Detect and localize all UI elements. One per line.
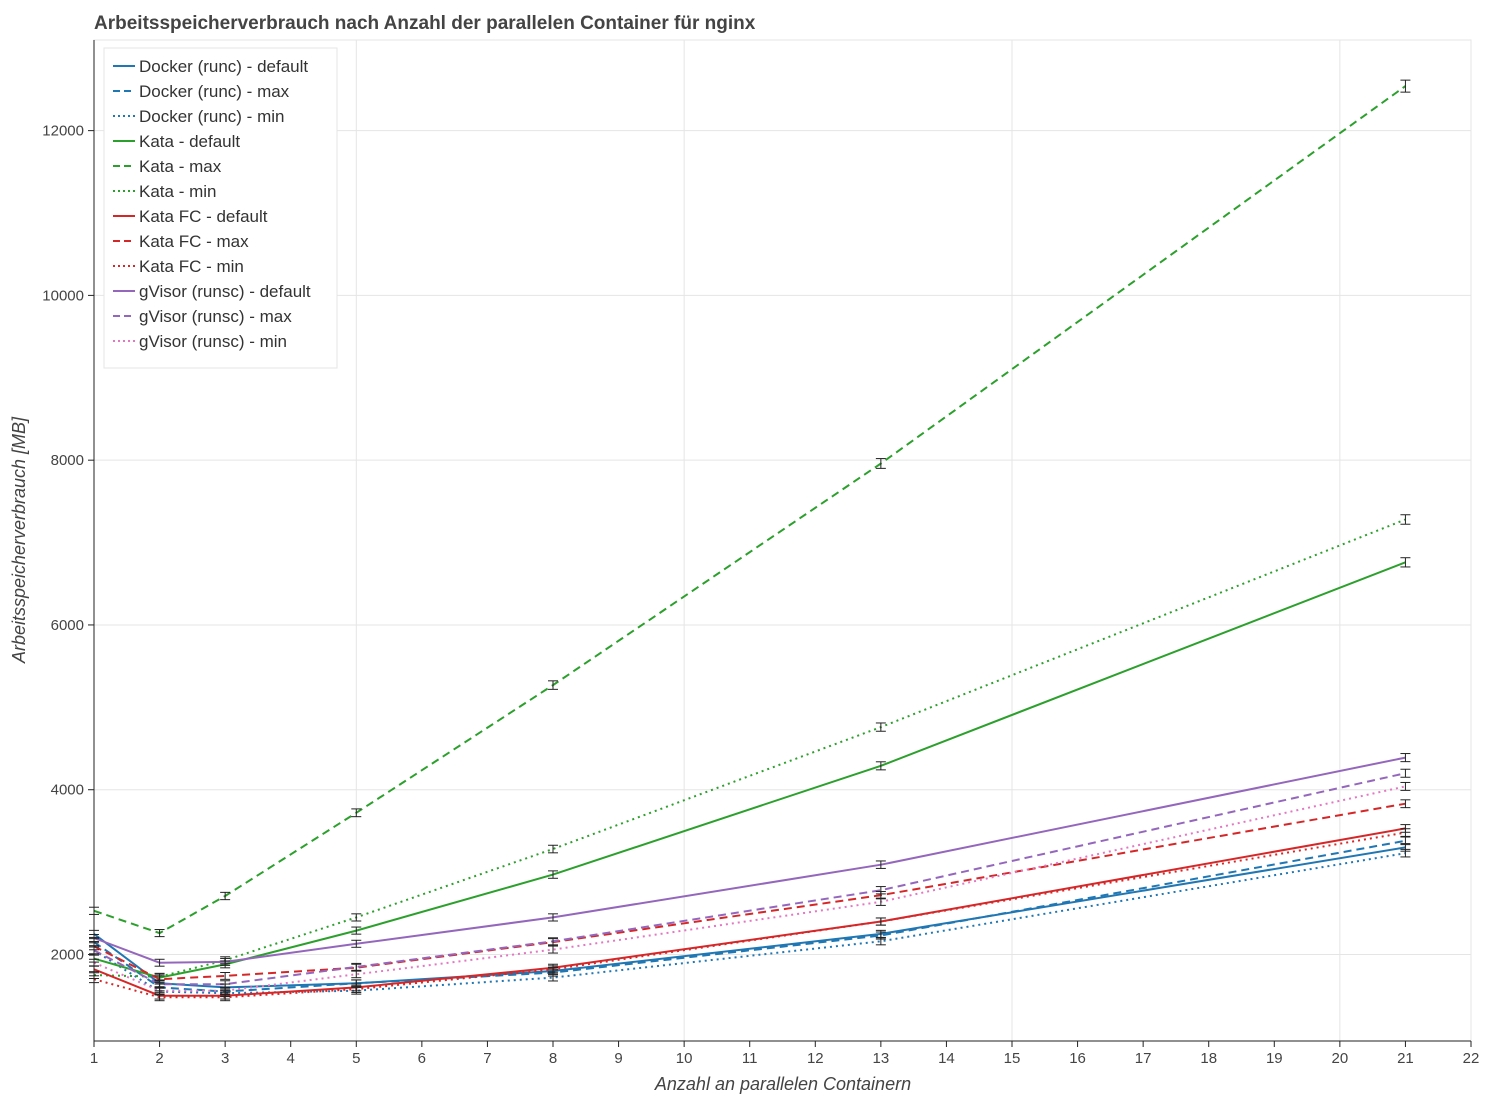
legend-label: Docker (runc) - default	[139, 57, 308, 76]
legend-label: gVisor (runsc) - default	[139, 282, 311, 301]
x-tick-label: 16	[1069, 1050, 1086, 1067]
x-tick-label: 1	[90, 1050, 98, 1067]
x-tick-label: 12	[807, 1050, 824, 1067]
x-tick-label: 3	[221, 1050, 229, 1067]
x-tick-label: 9	[614, 1050, 622, 1067]
x-tick-label: 7	[483, 1050, 491, 1067]
legend-label: Kata FC - max	[139, 232, 249, 251]
x-tick-label: 19	[1266, 1050, 1283, 1067]
x-tick-label: 11	[742, 1050, 758, 1067]
series-line	[93, 518, 1406, 978]
legend-label: Kata - max	[139, 157, 222, 176]
x-tick-label: 15	[1004, 1050, 1021, 1067]
x-tick-label: 4	[287, 1050, 295, 1067]
error-bars	[89, 79, 1411, 1002]
legend-label: gVisor (runsc) - min	[139, 332, 287, 351]
x-axis-label: Anzahl an parallelen Containern	[654, 1074, 911, 1094]
legend: Docker (runc) - default Docker (runc) - m…	[103, 47, 338, 369]
x-tick-label: 22	[1463, 1050, 1480, 1067]
x-tick-label: 6	[418, 1050, 426, 1067]
y-tick-label: 8000	[51, 452, 84, 469]
legend-label: Kata FC - default	[139, 207, 268, 226]
x-tick-label: 13	[873, 1050, 890, 1067]
legend-label: Docker (runc) - max	[139, 82, 290, 101]
y-tick-label: 6000	[51, 617, 84, 634]
x-tick-label: 10	[676, 1050, 693, 1067]
x-tick-label: 20	[1332, 1050, 1349, 1067]
legend-box	[103, 47, 338, 369]
chart-title: Arbeitsspeicherverbrauch nach Anzahl der…	[94, 13, 756, 34]
x-tick-label: 17	[1135, 1050, 1152, 1067]
x-tick-label: 5	[352, 1050, 360, 1067]
x-tick-label: 14	[938, 1050, 955, 1067]
series-line	[93, 852, 1406, 995]
series-line	[93, 756, 1406, 964]
legend-label: gVisor (runsc) - max	[139, 307, 292, 326]
series-line	[93, 846, 1406, 989]
y-tick-label: 2000	[51, 946, 84, 963]
axes: 1 2 3 4 5 6 7 8 9 10 11 12 13 14 15 16 17 18 19 20 21 2220004…	[42, 40, 1479, 1067]
legend-label: Kata - min	[139, 182, 216, 201]
y-tick-label: 12000	[42, 123, 84, 140]
y-tick-label: 10000	[42, 287, 84, 304]
x-tick-label: 21	[1397, 1050, 1414, 1067]
x-tick-label: 18	[1200, 1050, 1217, 1067]
y-tick-label: 4000	[51, 782, 84, 799]
legend-label: Docker (runc) - min	[139, 107, 284, 126]
legend-label: Kata - default	[139, 132, 240, 151]
x-tick-label: 8	[549, 1050, 557, 1067]
y-axis-label: Arbeitsspeicherverbrauch [MB]	[9, 416, 29, 664]
x-tick-label: 2	[155, 1050, 163, 1067]
legend-label: Kata FC - min	[139, 257, 244, 276]
